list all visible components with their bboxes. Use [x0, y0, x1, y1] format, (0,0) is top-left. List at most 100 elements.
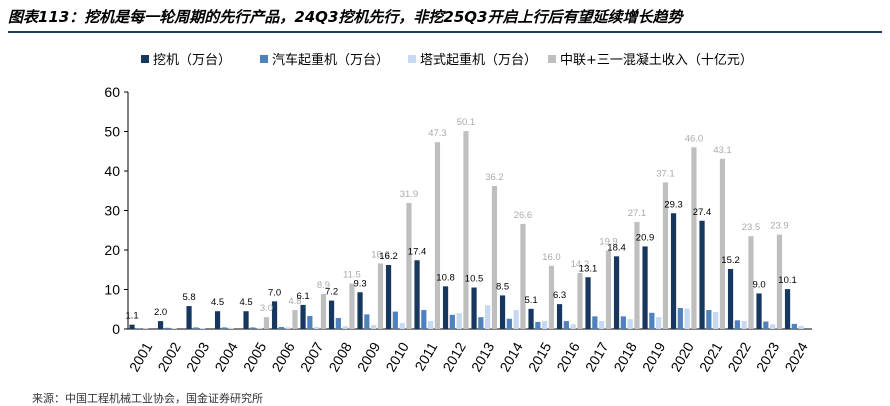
bar-s4-2017 [606, 250, 611, 329]
bar-s1-2015 [528, 309, 533, 329]
y-tick-label: 0 [112, 321, 120, 337]
data-label-s1-2017: 13.1 [579, 263, 598, 274]
bar-s1-2002 [158, 321, 163, 329]
data-label-s4-2013: 36.2 [485, 172, 504, 183]
bar-s2-2012 [450, 315, 455, 329]
bar-s1-2023 [756, 293, 761, 329]
bar-s2-2009 [364, 314, 369, 329]
bar-s3-2004 [229, 328, 234, 329]
bar-s1-2022 [728, 269, 733, 329]
data-label-s1-2020: 29.3 [664, 199, 683, 210]
bar-s1-2018 [614, 256, 619, 329]
data-label-s1-2012: 10.8 [436, 272, 455, 283]
data-label-s4-2014: 26.6 [514, 210, 533, 221]
bar-s1-2008 [329, 301, 334, 329]
bars [129, 131, 803, 329]
data-label-s1-2013: 10.5 [465, 274, 484, 285]
bar-s3-2022 [742, 321, 747, 329]
data-label-s1-2022: 15.2 [721, 255, 740, 266]
data-label-s1-2018: 18.4 [607, 242, 626, 253]
data-label-s1-2004: 4.5 [211, 297, 224, 308]
data-label-s1-2021: 27.4 [693, 207, 712, 218]
bar-s2-2019 [649, 313, 654, 329]
bar-s4-2020 [691, 147, 696, 329]
data-label-s4-2019: 37.1 [656, 168, 675, 179]
legend-swatch-4 [548, 55, 556, 63]
data-label-s1-2001: 1.1 [125, 311, 138, 322]
bar-s2-2024 [792, 324, 797, 329]
x-tick-label: 2007 [297, 339, 327, 374]
legend-swatch-2 [260, 55, 268, 63]
x-tick-label: 2010 [382, 339, 412, 374]
x-tick-label: 2008 [325, 339, 355, 374]
bar-s1-2021 [699, 221, 704, 329]
bar-s2-2021 [706, 310, 711, 329]
y-tick-label: 30 [104, 203, 120, 219]
data-label-s4-2018: 27.1 [628, 208, 647, 219]
data-label-s1-2003: 5.8 [182, 292, 195, 303]
bar-s3-2024 [799, 326, 804, 329]
legend-label-4: 中联+三一混凝土收入（十亿元） [560, 52, 753, 68]
bar-s3-2009 [371, 325, 376, 329]
data-label-s4-2005: 3.0 [260, 303, 273, 314]
data-label-s1-2006: 7.0 [268, 287, 281, 298]
data-label-s1-2024: 10.1 [778, 275, 797, 286]
bar-s2-2007 [307, 316, 312, 329]
y-tick-label: 50 [104, 124, 120, 140]
x-tick-label: 2022 [724, 339, 754, 374]
y-tick-label: 60 [104, 84, 120, 100]
data-label-s1-2008: 7.2 [325, 287, 338, 298]
x-tick-label: 2023 [753, 339, 783, 374]
data-label-s1-2002: 2.0 [154, 307, 167, 318]
x-tick-label: 2019 [639, 339, 669, 374]
x-tick-label: 2024 [781, 339, 811, 374]
data-label-s4-2010: 31.9 [400, 189, 419, 200]
bar-s4-2007 [321, 294, 326, 329]
data-label-s4-2015: 16.0 [542, 252, 561, 263]
data-label-s4-2021: 43.1 [713, 145, 732, 156]
data-label-s4-2022: 23.5 [742, 222, 761, 233]
legend-label-1: 挖机（万台） [153, 53, 231, 68]
legend-label-2: 汽车起重机（万台） [272, 52, 389, 68]
bar-s3-2018 [628, 319, 633, 329]
bar-s2-2005 [250, 327, 255, 329]
bar-s3-2006 [286, 327, 291, 329]
data-label-s1-2007: 6.1 [296, 291, 309, 302]
x-tick-label: 2015 [525, 339, 555, 374]
data-label-s1-2016: 6.3 [553, 290, 566, 301]
legend-swatch-3 [408, 55, 416, 63]
legend: 挖机（万台）汽车起重机（万台）塔式起重机（万台）中联+三一混凝土收入（十亿元） [141, 52, 753, 68]
data-label-s4-2023: 23.9 [770, 221, 789, 232]
bar-s2-2016 [564, 321, 569, 329]
x-tick-label: 2011 [411, 339, 440, 373]
bar-s2-2011 [421, 310, 426, 329]
bar-s1-2017 [585, 277, 590, 329]
bar-s1-2016 [557, 304, 562, 329]
bar-s3-2021 [713, 312, 718, 329]
data-label-s1-2005: 4.5 [239, 297, 252, 308]
bar-s1-2007 [300, 305, 305, 329]
y-tick-label: 10 [104, 282, 120, 298]
bar-s3-2015 [542, 321, 547, 329]
bar-s4-2021 [720, 159, 725, 329]
bar-s2-2010 [393, 312, 398, 329]
data-label-s4-2011: 47.3 [428, 128, 447, 139]
bar-s3-2023 [770, 324, 775, 329]
bar-s3-2019 [656, 317, 661, 329]
bar-s2-2008 [336, 318, 341, 329]
bar-s1-2011 [414, 260, 419, 329]
x-tick-label: 2020 [667, 339, 697, 374]
data-label-s1-2015: 5.1 [524, 295, 537, 306]
bar-s3-2003 [200, 328, 205, 329]
bar-s2-2022 [735, 320, 740, 329]
x-tick-label: 2004 [211, 339, 241, 374]
bar-s3-2002 [172, 328, 177, 329]
x-tick-label: 2013 [468, 339, 498, 374]
bar-s4-2013 [492, 186, 497, 329]
bar-s1-2004 [215, 311, 220, 329]
x-tick-label: 2009 [354, 339, 384, 374]
bar-s1-2010 [386, 265, 391, 329]
bar-s4-2008 [349, 284, 354, 329]
bar-s2-2002 [165, 328, 170, 329]
